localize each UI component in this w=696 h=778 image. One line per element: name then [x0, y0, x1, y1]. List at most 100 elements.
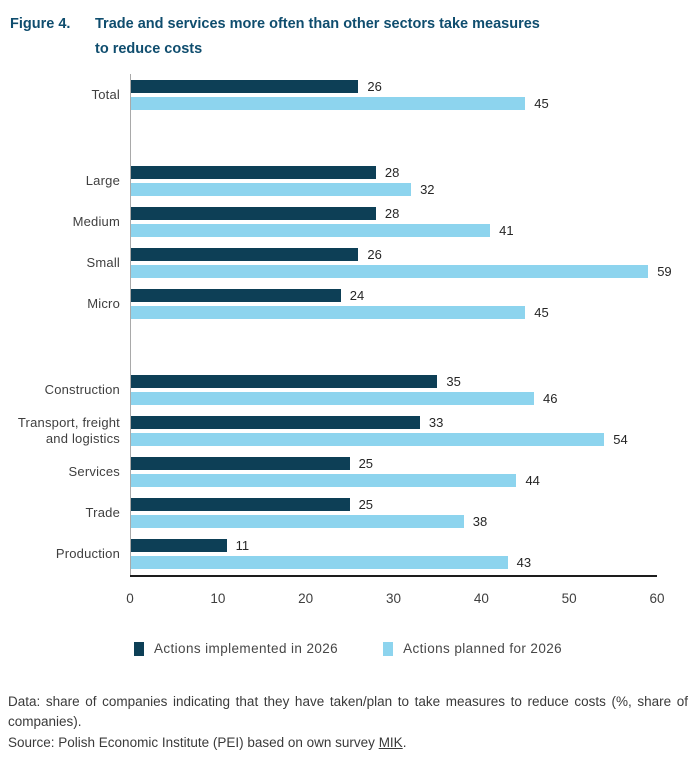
- bar-chart: Total 26 45 Large 28 32 Medium 28 41 Small 26 59 Mic…: [0, 74, 696, 656]
- plot-area: Total 26 45 Large 28 32 Medium 28 41 Small 26 59 Mic…: [18, 74, 672, 577]
- legend-swatch-icon: [133, 641, 144, 656]
- value-label: 45: [534, 305, 549, 320]
- bar-line: 28: [130, 165, 657, 180]
- bar: [130, 515, 464, 528]
- bar: [130, 498, 350, 511]
- legend-item: Actions implemented in 2026: [133, 641, 339, 656]
- x-tick-label: 10: [210, 591, 226, 606]
- legend-item: Actions planned for 2026: [383, 641, 562, 656]
- category-label: Small: [86, 255, 120, 270]
- legend-swatch-icon: [383, 641, 394, 656]
- category-row: Micro 24 45: [87, 288, 657, 320]
- bar-line: 26: [130, 79, 657, 94]
- bar: [130, 556, 508, 569]
- category-row: Small 26 59: [86, 247, 672, 279]
- value-label: 26: [367, 79, 382, 94]
- value-label: 28: [384, 206, 400, 221]
- x-tick-label: 50: [561, 591, 577, 606]
- value-label: 46: [543, 391, 558, 406]
- value-label: 44: [525, 473, 540, 488]
- bar: [130, 224, 491, 237]
- x-tick-label: 0: [126, 591, 134, 606]
- category-label: Transport, freight and logistics: [17, 415, 120, 446]
- source-note: Source: Polish Economic Institute (PEI) …: [8, 733, 688, 753]
- y-axis-line: [130, 74, 131, 577]
- bar-line: 28: [130, 206, 657, 221]
- category-label: Medium: [72, 214, 120, 229]
- category-label: Total: [91, 87, 120, 102]
- category-label: Production: [55, 546, 120, 561]
- x-tick-label: 60: [649, 591, 665, 606]
- bar-line: 26: [130, 247, 657, 262]
- bar: [130, 433, 605, 446]
- bar-rows: Total 26 45 Large 28 32 Medium 28 41 Small 26 59 Mic…: [18, 74, 672, 577]
- bar-line: 25: [130, 497, 657, 512]
- bar: [130, 375, 438, 388]
- bar: [130, 97, 526, 110]
- legend-label: Actions implemented in 2026: [153, 641, 339, 656]
- bar-line: 25: [130, 456, 657, 471]
- value-label: 45: [534, 96, 549, 111]
- bar-line: 46: [130, 391, 657, 406]
- bar: [130, 306, 526, 319]
- bar-line: 45: [130, 96, 657, 111]
- bar-line: 43: [130, 555, 657, 570]
- bar: [130, 392, 535, 405]
- value-label: 11: [235, 538, 250, 553]
- category-row: Construction 35 46: [45, 374, 657, 406]
- bar: [130, 416, 420, 429]
- bar: [130, 289, 341, 302]
- bar-line: 54: [130, 432, 657, 447]
- category-label: Services: [68, 464, 120, 479]
- category-row: Total 26 45: [92, 79, 657, 111]
- figure-header: Figure 4. Trade and services more often …: [0, 0, 696, 62]
- category-row: Production 11 43: [56, 538, 657, 570]
- group-spacer: [130, 330, 657, 375]
- value-label: 38: [472, 514, 488, 529]
- x-tick-label: 30: [385, 591, 402, 606]
- value-label: 35: [446, 374, 461, 389]
- bar-line: 44: [130, 473, 657, 488]
- bar-line: 11: [130, 538, 657, 553]
- bar: [130, 457, 350, 470]
- legend-label: Actions planned for 2026: [403, 641, 563, 656]
- bar: [130, 183, 412, 196]
- data-note: Data: share of companies indicating that…: [8, 694, 688, 730]
- bar-line: 24: [130, 288, 657, 303]
- bar: [130, 166, 376, 179]
- bar-line: 35: [130, 374, 657, 389]
- category-label: Large: [85, 173, 120, 188]
- x-axis-line: [130, 575, 657, 577]
- category-row: Medium 28 41: [73, 206, 657, 238]
- bar: [130, 265, 649, 278]
- figure-notes: Data: share of companies indicating that…: [8, 692, 688, 753]
- category-row: Transport, freight and logistics 33 54: [18, 415, 657, 447]
- bar-line: 33: [130, 415, 657, 430]
- value-label: 24: [349, 288, 365, 303]
- chart-legend: Actions implemented in 2026 Actions plann…: [0, 641, 696, 656]
- bar: [130, 80, 359, 93]
- bar-line: 41: [130, 223, 657, 238]
- value-label: 33: [428, 415, 444, 430]
- value-label: 43: [516, 555, 532, 570]
- bar-line: 59: [130, 264, 672, 279]
- bar-line: 32: [130, 182, 657, 197]
- bar: [130, 248, 359, 261]
- source-text: Source: Polish Economic Institute (PEI) …: [8, 734, 379, 750]
- value-label: 41: [499, 223, 514, 238]
- mik-link[interactable]: MIK: [378, 734, 403, 750]
- value-label: 26: [367, 247, 382, 262]
- bar: [130, 474, 517, 487]
- value-label: 59: [657, 264, 672, 279]
- category-row: Large 28 32: [86, 165, 657, 197]
- bar: [130, 207, 376, 220]
- value-label: 25: [358, 456, 374, 471]
- x-axis-ticks: 0 10 20 30 40 50 60: [126, 585, 664, 609]
- x-tick-label: 40: [473, 591, 489, 606]
- bar-line: 45: [130, 305, 657, 320]
- value-label: 32: [420, 182, 435, 197]
- figure-title-line1: Trade and services more often than other…: [95, 16, 540, 32]
- category-label: Trade: [85, 505, 120, 520]
- source-period: .: [402, 734, 407, 750]
- x-tick-label: 20: [298, 591, 314, 606]
